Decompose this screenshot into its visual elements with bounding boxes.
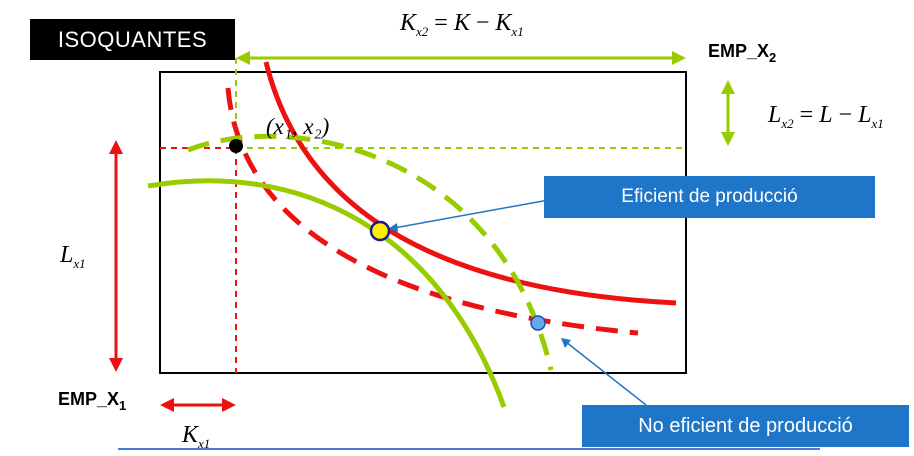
efficient-pointer-head <box>388 223 398 232</box>
kx1-arrow <box>160 398 236 412</box>
point-label: (x₁, x₂) <box>266 114 329 139</box>
not-efficient-pointer <box>565 341 647 406</box>
not-efficient-pointer-head <box>561 338 571 348</box>
green-isoquant-solid <box>147 178 507 408</box>
inefficient-point <box>530 315 546 331</box>
firm-bottom-label: EMP_X1 <box>58 389 126 413</box>
label-kx1: Kx1 <box>181 422 210 451</box>
lx1-arrow <box>109 140 123 372</box>
not-efficient-callout: No eficient de producció <box>582 405 909 447</box>
label-lx1: Lx1 <box>59 242 86 271</box>
green-isoquant-dashed <box>187 133 554 371</box>
edgeworth-box <box>159 71 687 374</box>
initial-allocation-point <box>229 139 243 153</box>
title-box: ISOQUANTES <box>30 19 235 60</box>
eq-top: Kx2 = K − Kx1 <box>399 10 524 39</box>
efficient-pointer <box>393 198 555 229</box>
efficient-callout: Eficient de producció <box>544 176 875 218</box>
kx2-arrow <box>236 51 686 65</box>
lx2-arrow <box>721 80 735 146</box>
firm-top-label: EMP_X2 <box>708 41 776 65</box>
eq-right: Lx2 = L − Lx1 <box>767 102 884 131</box>
efficient-point <box>369 220 391 242</box>
